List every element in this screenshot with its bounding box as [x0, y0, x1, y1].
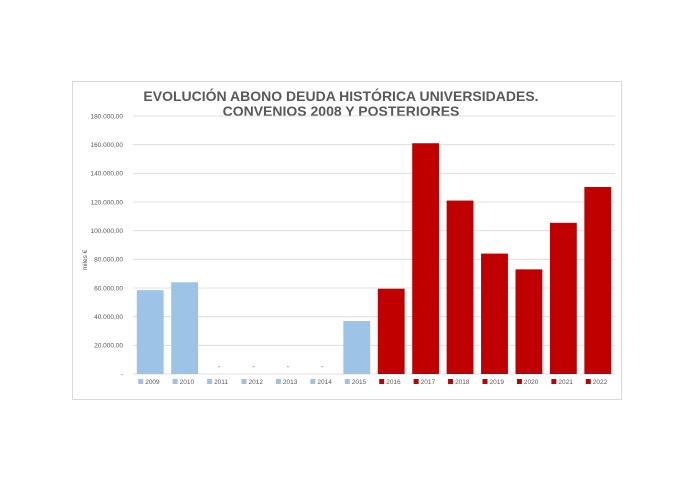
legend-swatch-2021 [551, 379, 557, 384]
y-tick-label: 20.000,00 [94, 343, 123, 350]
legend-label-2012: 2012 [249, 379, 264, 386]
zero-value-label-2011: - [218, 364, 221, 371]
legend-swatch-2015 [344, 379, 350, 384]
legend-swatch-2012 [241, 379, 247, 384]
bar-2015 [343, 320, 371, 374]
chart-title-line-2: CONVENIOS 2008 Y POSTERIORES [223, 103, 460, 119]
legend-swatch-2014 [310, 379, 316, 384]
legend-label-2020: 2020 [524, 379, 539, 386]
grid-layer [133, 115, 615, 375]
bar-chart: EVOLUCIÓN ABONO DEUDA HISTÓRICA UNIVERSI… [82, 87, 615, 386]
legend-swatch-2020 [516, 379, 522, 384]
y-axis-label: miles € [82, 249, 89, 270]
legend-label-2015: 2015 [352, 379, 367, 386]
legend-label-2010: 2010 [180, 379, 195, 386]
bar-layer: ---- [136, 143, 612, 374]
legend-swatch-2019 [482, 379, 488, 384]
bar-2018 [446, 200, 474, 374]
legend-label-2018: 2018 [455, 379, 470, 386]
zero-value-label-2013: - [287, 364, 290, 371]
legend-swatch-2009 [138, 379, 144, 384]
y-tick-label: 140.000,00 [90, 171, 123, 178]
legend-label-2022: 2022 [593, 379, 608, 386]
bar-2019 [481, 253, 508, 374]
legend: 2009 2010 2011 2012 2013 2014 2015 2016 2017 2018… [138, 379, 608, 386]
legend-label-2016: 2016 [386, 379, 401, 386]
legend-label-2019: 2019 [490, 379, 505, 386]
y-tick-label: 160.000,00 [90, 142, 123, 149]
y-tick-label: 180.000,00 [90, 113, 123, 120]
y-tick-label: 120.000,00 [90, 199, 123, 206]
legend-label-2009: 2009 [145, 379, 160, 386]
bar-2020 [515, 269, 543, 374]
y-tick-label: - [121, 371, 123, 378]
y-tick-label: 80.000,00 [94, 257, 123, 264]
bar-2017 [412, 143, 440, 374]
bar-2010 [171, 282, 199, 374]
legend-swatch-2010 [172, 379, 178, 384]
bar-2009 [136, 290, 164, 374]
legend-label-2014: 2014 [317, 379, 332, 386]
legend-swatch-2011 [207, 379, 213, 384]
legend-swatch-2017 [413, 379, 419, 384]
y-tick-label: 100.000,00 [90, 228, 123, 235]
bar-2016 [377, 288, 405, 374]
zero-value-label-2012: - [252, 364, 255, 371]
legend-swatch-2016 [379, 379, 385, 384]
legend-swatch-2018 [448, 379, 454, 384]
y-tick-layer: - 20.000,00 40.000,00 60.000,00 80.000,00 100… [90, 113, 123, 378]
legend-swatch-2022 [585, 379, 591, 384]
legend-swatch-2013 [275, 379, 281, 384]
zero-value-label-2014: - [321, 364, 324, 371]
legend-label-2013: 2013 [283, 379, 298, 386]
legend-label-2017: 2017 [421, 379, 436, 386]
legend-label-2011: 2011 [214, 379, 228, 386]
y-tick-label: 40.000,00 [94, 314, 123, 321]
bar-2021 [549, 222, 577, 374]
y-tick-label: 60.000,00 [94, 285, 123, 292]
chart-title-line-1: EVOLUCIÓN ABONO DEUDA HISTÓRICA UNIVERSI… [143, 87, 538, 104]
legend-label-2021: 2021 [558, 379, 573, 386]
bar-2022 [584, 186, 612, 374]
chart-frame: EVOLUCIÓN ABONO DEUDA HISTÓRICA UNIVERSI… [72, 81, 622, 400]
